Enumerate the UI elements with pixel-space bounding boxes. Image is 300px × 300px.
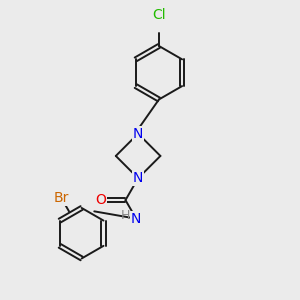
Text: O: O xyxy=(96,193,106,207)
Text: N: N xyxy=(133,171,143,185)
Text: Cl: Cl xyxy=(152,8,166,22)
Text: N: N xyxy=(133,127,143,141)
Text: Br: Br xyxy=(54,191,69,206)
Text: H: H xyxy=(121,209,130,222)
Text: N: N xyxy=(131,212,141,226)
